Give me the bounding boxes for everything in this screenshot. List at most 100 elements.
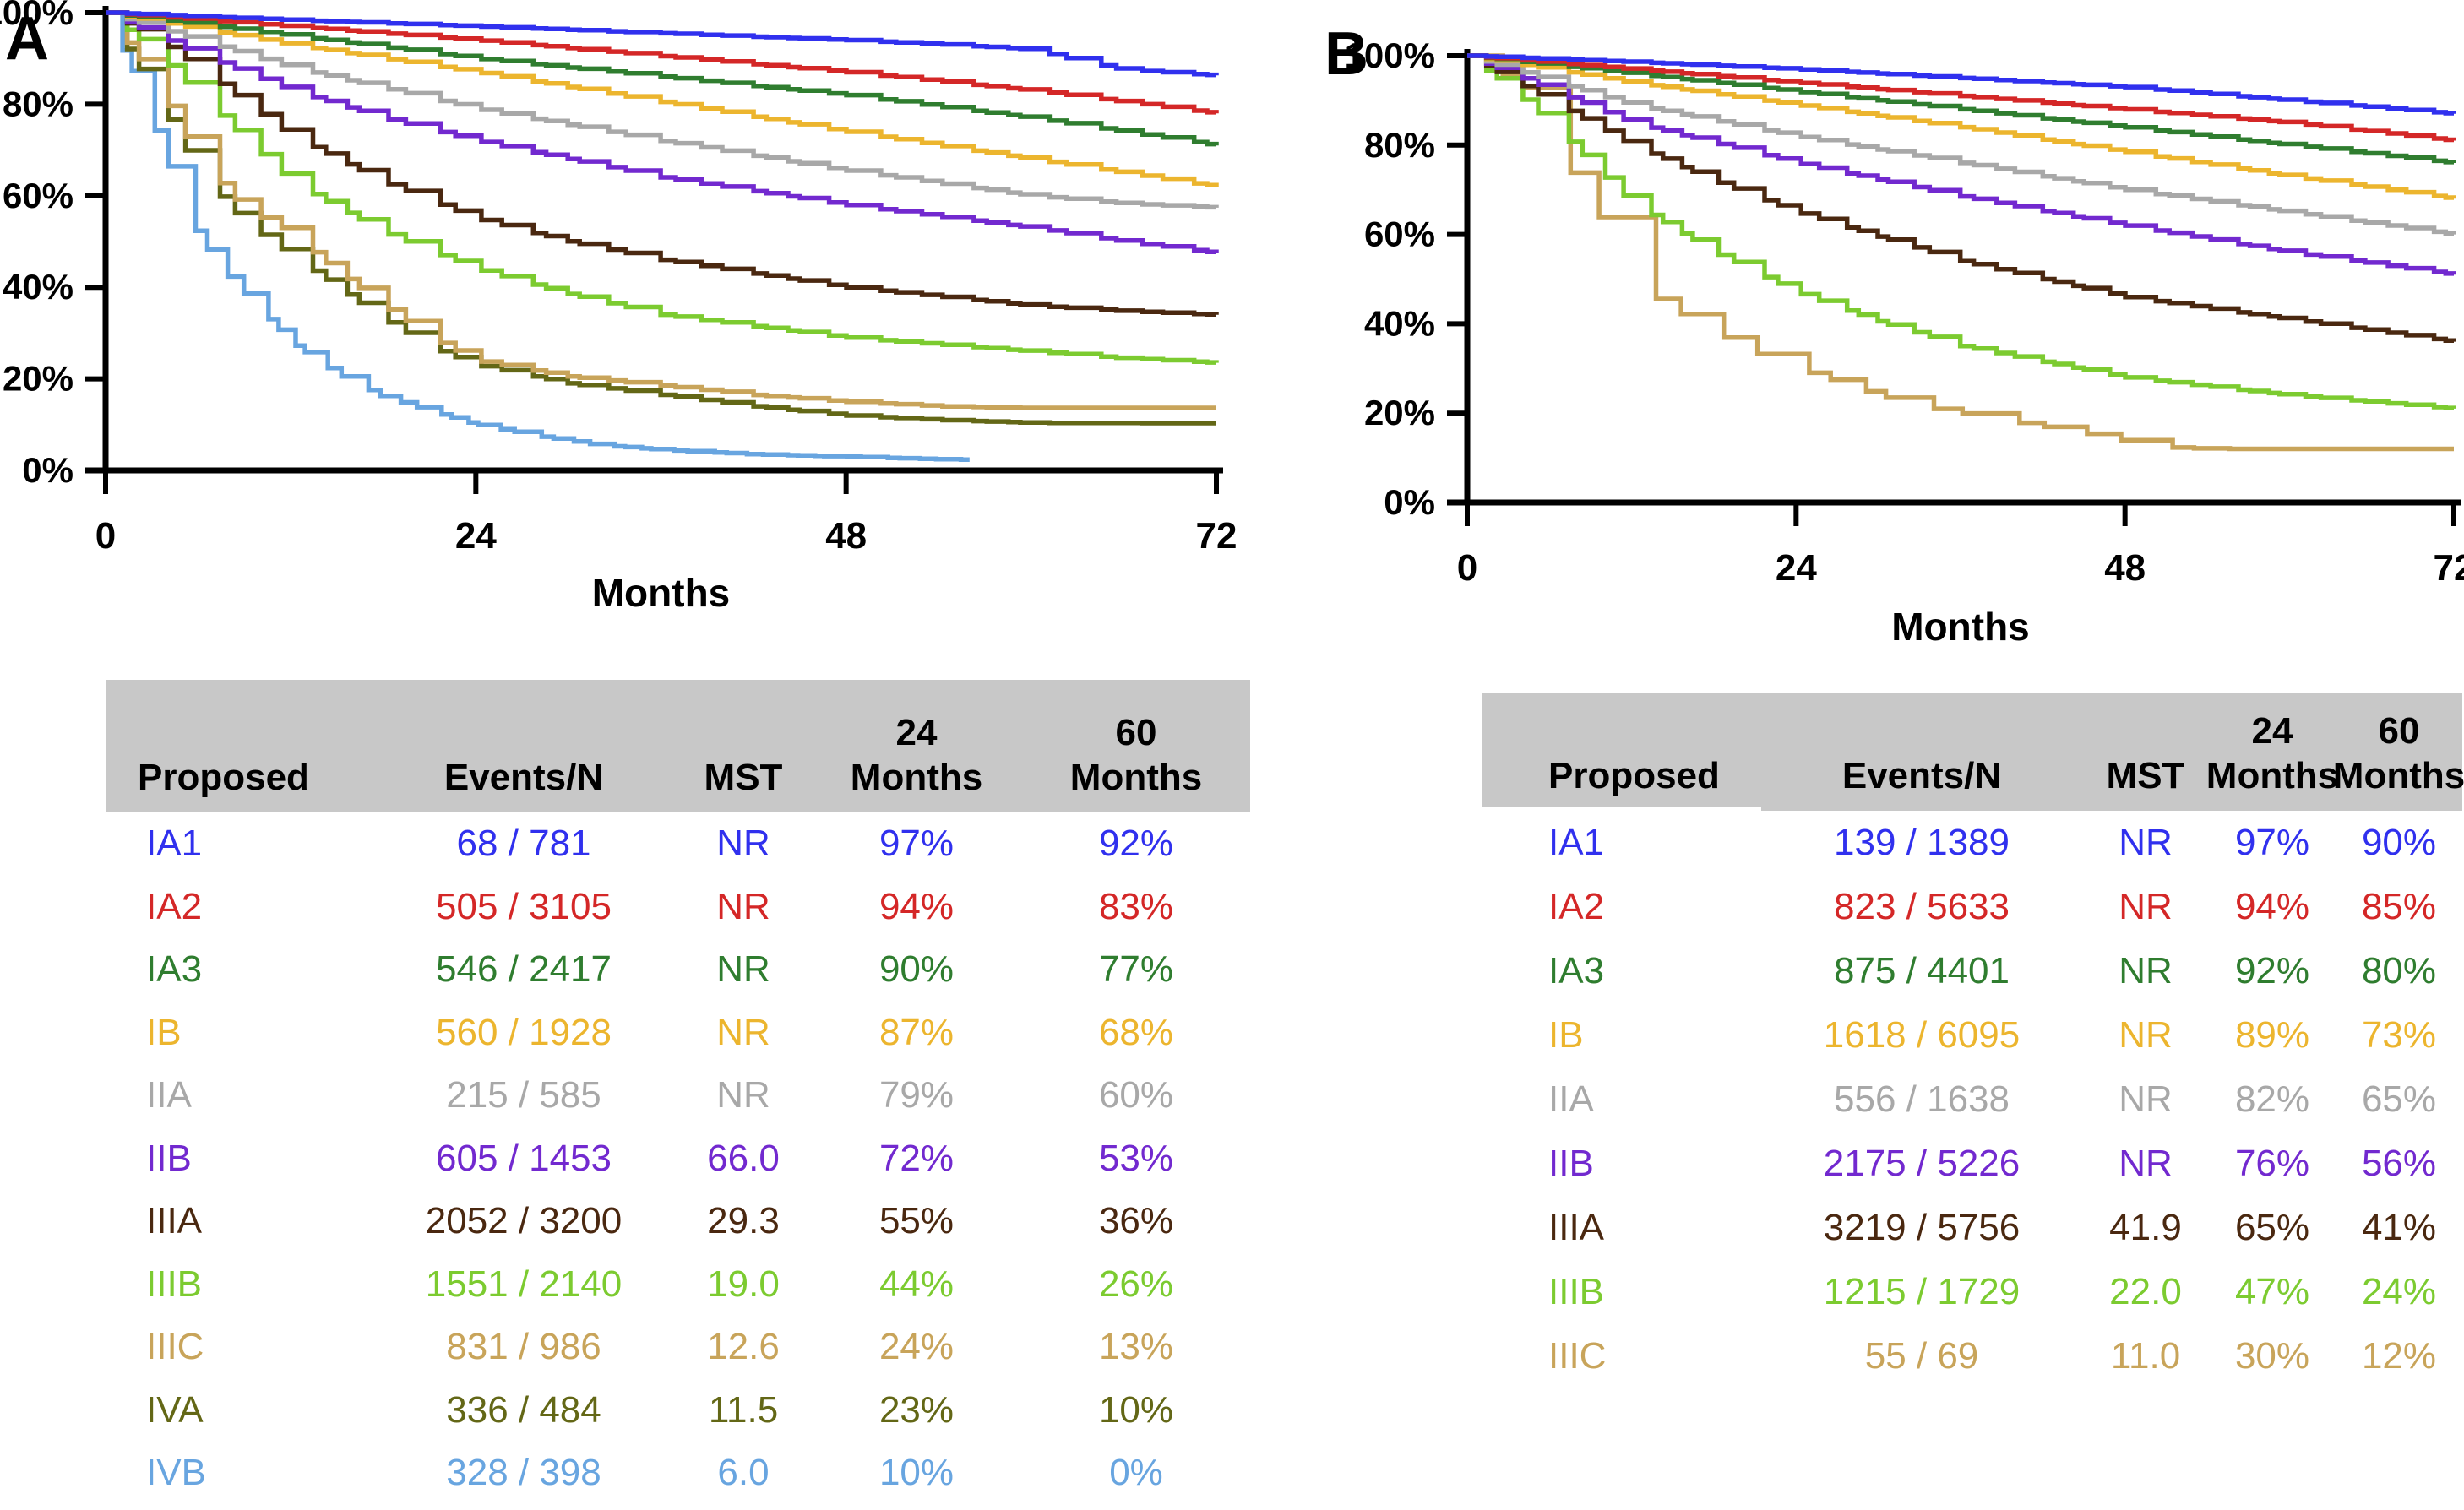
col-header-24-months-word: Months [850, 757, 983, 799]
y-axis-tick-label: 80% [1364, 125, 1435, 165]
stage-label: IA1 [146, 823, 203, 865]
survival-60-months-value: 73% [2361, 1014, 2437, 1056]
stage-label: IA2 [1548, 886, 1605, 927]
col-header-24-months: 24 Months [811, 680, 1022, 812]
x-axis-tick-label: 24 [455, 515, 497, 557]
events-n-value: 831 / 986 [446, 1326, 601, 1368]
stage-label: IVA [146, 1388, 204, 1431]
stage-label: IIB [1548, 1143, 1594, 1184]
y-axis-tick-label: 40% [3, 267, 73, 307]
events-n-value: 55 / 69 [1864, 1335, 1979, 1377]
survival-24-months-value: 10% [878, 1452, 955, 1494]
stage-label: IIIB [1548, 1271, 1605, 1312]
col-header-60: 60 [1115, 712, 1157, 754]
survival-60-months-value: 90% [2361, 822, 2437, 863]
panel-a-survival-chart: 100% 80% 60% 40% 20% 0% 0 24 48 72 Months [0, 0, 1237, 615]
mst-value: NR [2119, 886, 2173, 927]
mst-value: 22.0 [2109, 1271, 2182, 1312]
events-n-value: 823 / 5633 [1834, 886, 2010, 927]
km-curve-IIIC [106, 10, 1216, 410]
stage-label: IIB [146, 1137, 192, 1179]
stage-label: IIIA [1548, 1207, 1605, 1248]
stage-label: IA1 [1548, 822, 1605, 863]
km-curve-IB [1467, 53, 2456, 200]
km-curve-IA2 [1467, 53, 2456, 143]
km-curve-IA3 [1467, 53, 2456, 165]
panel-b-label: B [1324, 20, 1368, 88]
y-axis-tick-label: 20% [3, 359, 73, 399]
y-axis-tick-label: 60% [1364, 215, 1435, 254]
survival-60-months-value: 10% [1098, 1388, 1174, 1431]
col-header-proposed: Proposed [138, 757, 309, 799]
survival-24-months-value: 94% [2234, 886, 2310, 927]
y-axis-tick-label: 100% [1345, 35, 1435, 75]
col-header-24: 24 [895, 712, 938, 754]
survival-60-months-value: 53% [1098, 1137, 1174, 1179]
survival-60-months-value: 80% [2361, 950, 2437, 991]
mst-value: 66.0 [707, 1137, 780, 1179]
mst-value: 11.0 [2110, 1335, 2181, 1377]
events-n-value: 336 / 484 [446, 1388, 601, 1431]
events-n-value: 1215 / 1729 [1823, 1271, 2021, 1312]
panel-a-label: A [5, 5, 49, 73]
y-axis-tick-label: 40% [1364, 303, 1435, 343]
survival-24-months-value: 30% [2234, 1335, 2310, 1377]
stage-table-b: Proposed Events/N MST 24 Months 60 Month… [1482, 693, 2464, 1388]
col-header-60-months-word: Months [1069, 757, 1203, 799]
survival-60-months-value: 85% [2361, 886, 2437, 927]
col-header-proposed: Proposed [1482, 693, 1761, 811]
survival-60-months-value: 36% [1098, 1200, 1174, 1242]
x-axis-tick-label: 24 [1776, 547, 1817, 589]
survival-60-months-value: 56% [2361, 1143, 2437, 1184]
survival-24-months-value: 89% [2234, 1014, 2310, 1056]
mst-value: NR [2119, 1143, 2173, 1184]
mst-value: 12.6 [707, 1326, 780, 1368]
km-curve-IA2 [106, 10, 1219, 115]
km-curve-IIA [106, 10, 1219, 210]
y-axis-tick-label: 0% [1384, 482, 1435, 522]
events-n-value: 546 / 2417 [436, 948, 612, 991]
stage-label: IIIA [146, 1200, 203, 1242]
km-curve-IVB [106, 10, 970, 463]
mst-value: NR [2119, 1014, 2173, 1056]
stage-label: IA3 [146, 948, 203, 991]
y-axis-tick-label: 0% [22, 450, 73, 490]
survival-24-months-value: 47% [2234, 1271, 2310, 1312]
survival-60-months-value: 12% [2361, 1335, 2437, 1377]
mst-value: NR [2119, 822, 2173, 863]
mst-value: 19.0 [707, 1263, 780, 1305]
stage-label: IVB [146, 1452, 206, 1494]
x-axis-title: Months [1891, 605, 2030, 649]
survival-24-months-value: 24% [878, 1326, 955, 1368]
events-n-value: 139 / 1389 [1834, 822, 2010, 863]
stage-label: IIA [1548, 1078, 1594, 1120]
survival-24-months-value: 92% [2234, 950, 2310, 991]
x-axis-title: Months [592, 571, 731, 615]
y-axis-tick-label: 80% [3, 84, 73, 123]
survival-24-months-value: 82% [2234, 1078, 2310, 1120]
stage-label: IIIC [146, 1326, 204, 1368]
col-header-events-n: Events/N [1841, 755, 2002, 797]
col-header-24: 24 [2251, 710, 2293, 752]
events-n-value: 505 / 3105 [436, 885, 612, 927]
events-n-value: 3219 / 5756 [1823, 1207, 2021, 1248]
stage-table-a-body: IA1 68 / 781 NR 97% 92% IA2 505 / 3105 NR 94% 83%… [106, 812, 1250, 1505]
x-axis-tick-label: 48 [825, 515, 867, 557]
events-n-value: 1551 / 2140 [425, 1263, 623, 1305]
km-curve-IIIA [1467, 53, 2456, 343]
km-curve-IA3 [106, 10, 1219, 147]
mst-value: 29.3 [707, 1200, 780, 1242]
survival-24-months-value: 79% [878, 1074, 955, 1116]
stage-label: IIA [146, 1074, 192, 1116]
x-axis-tick-label: 72 [1196, 515, 1237, 557]
survival-60-months-value: 92% [1098, 823, 1174, 865]
survival-60-months-value: 68% [1098, 1011, 1174, 1053]
km-curve-IB [106, 10, 1219, 188]
survival-24-months-value: 97% [2234, 822, 2310, 863]
y-axis-tick-label: 100% [0, 0, 73, 32]
panel-b-survival-chart: 100% 80% 60% 40% 20% 0% 0 24 48 72 Months [1345, 35, 2464, 649]
survival-24-months-value: 23% [878, 1388, 955, 1431]
col-header-60-months-word: Months [2332, 755, 2464, 797]
km-curve-IIA [1467, 53, 2456, 236]
stage-table-a: Proposed Events/N MST 24 Months 60 Month… [106, 680, 1250, 1505]
